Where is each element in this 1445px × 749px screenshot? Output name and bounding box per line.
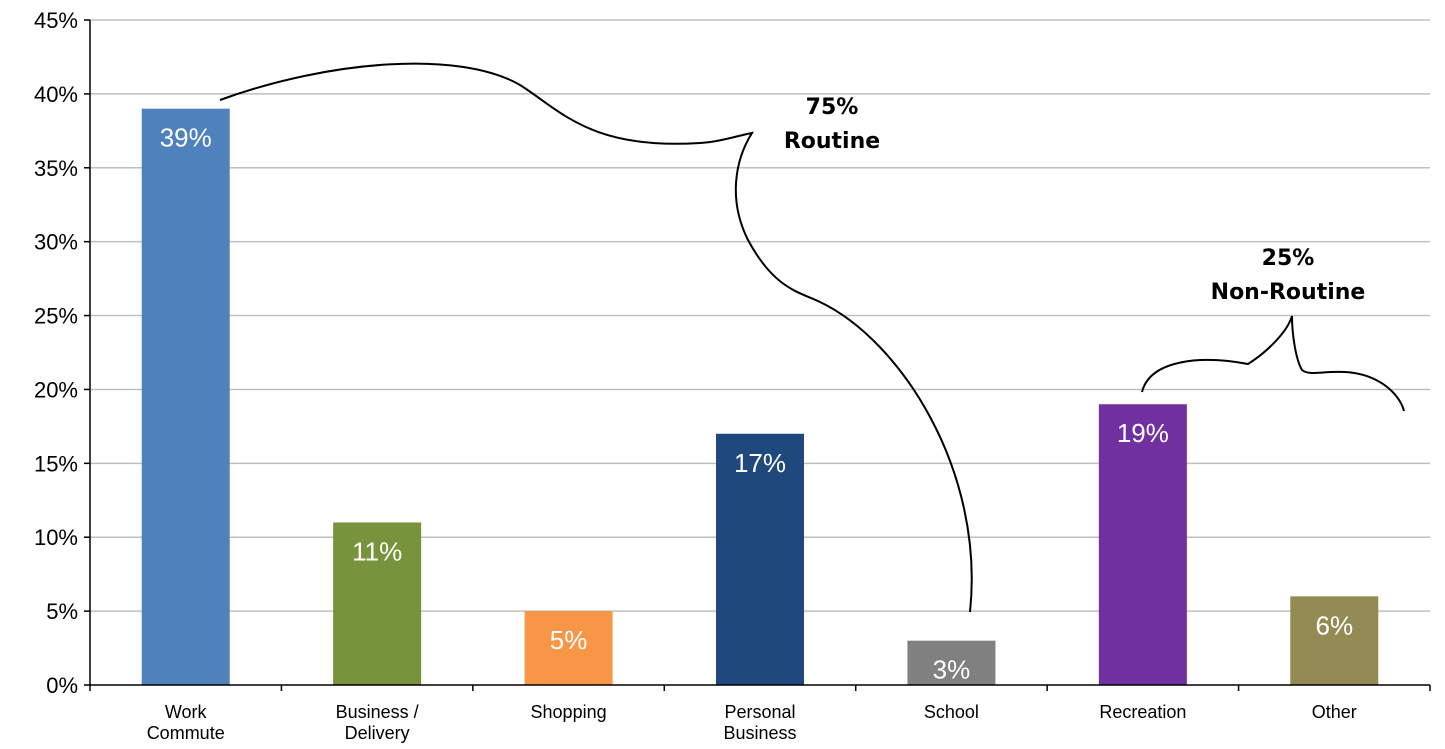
bar: [524, 611, 613, 685]
y-tick-label: 25%: [34, 304, 78, 329]
routine-annotation-line2: Routine: [784, 129, 880, 154]
data-label: 6%: [1315, 610, 1353, 640]
bar: [333, 522, 422, 685]
bar: [1098, 404, 1187, 685]
y-tick-label: 0%: [46, 673, 78, 698]
y-tick-label: 30%: [34, 230, 78, 255]
bars: [141, 108, 1379, 685]
non-routine-annotation-line2: Non-Routine: [1211, 280, 1366, 305]
bar: [141, 108, 230, 685]
y-tick-label: 5%: [46, 599, 78, 624]
y-tick-label: 40%: [34, 82, 78, 107]
non-routine-annotation-line1: 25%: [1262, 246, 1315, 271]
y-tick-label: 35%: [34, 156, 78, 181]
routine-annotation-line1: 75%: [806, 95, 859, 120]
x-tick-label: School: [924, 702, 979, 722]
x-tick-label: Commute: [147, 723, 225, 743]
x-tick-label: Other: [1312, 702, 1357, 722]
axes: [84, 19, 1431, 691]
data-label: 19%: [1117, 418, 1169, 448]
bar: [907, 640, 996, 685]
x-tick-label: Shopping: [531, 702, 607, 722]
x-tick-label: Business: [723, 723, 796, 743]
x-tick-label: Business /: [336, 702, 419, 722]
data-label: 3%: [933, 655, 971, 685]
data-label: 39%: [160, 123, 212, 153]
bar: [716, 433, 804, 685]
data-label: 5%: [550, 625, 588, 655]
y-tick-label: 10%: [34, 525, 78, 550]
bar: [1290, 596, 1379, 685]
x-tick-label: Delivery: [345, 723, 410, 743]
x-tick-label: Personal: [724, 702, 795, 722]
routine-brace: [219, 62, 973, 613]
x-tick-label: Work: [165, 702, 208, 722]
gridlines: [90, 19, 1430, 612]
y-tick-label: 20%: [34, 377, 78, 402]
x-tick-label: Recreation: [1099, 702, 1186, 722]
data-label: 17%: [734, 448, 786, 478]
labels: 0% 5% 10% 15% 20% 25% 30% 35% 40% 45% 39% WorkCommu…: [34, 8, 1357, 743]
non-routine-brace: [1141, 315, 1405, 412]
data-label: 11%: [352, 536, 402, 566]
y-tick-label: 45%: [34, 8, 78, 33]
y-tick-label: 15%: [34, 451, 78, 476]
